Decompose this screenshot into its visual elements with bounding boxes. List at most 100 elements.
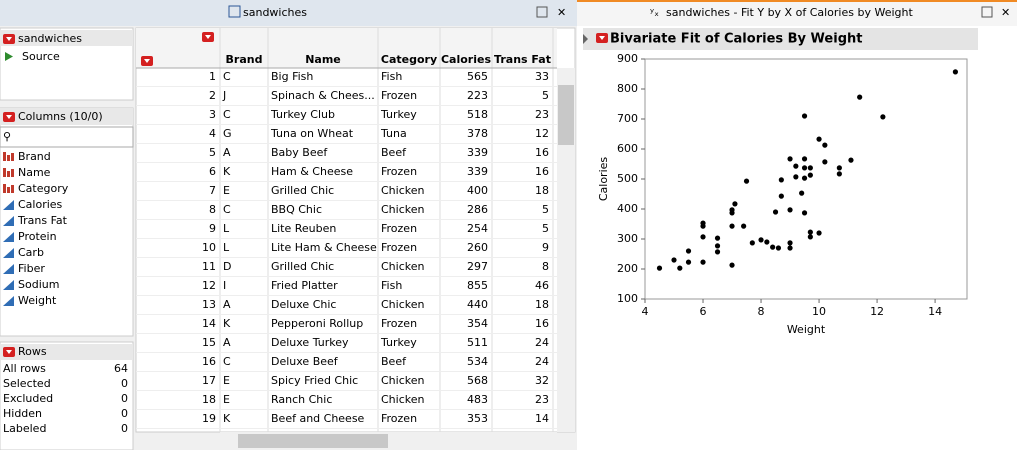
cell: Turkey [380, 108, 417, 121]
scroll-thumb[interactable] [238, 434, 388, 448]
column-name[interactable]: Carb [18, 246, 44, 259]
cell: 24 [535, 355, 549, 368]
cell: 354 [467, 317, 488, 330]
point [729, 262, 735, 268]
point [822, 159, 828, 165]
scroll-thumb[interactable] [558, 85, 574, 145]
cell: D [223, 260, 231, 273]
rows-title: Rows [18, 345, 47, 358]
panel-header [0, 108, 133, 125]
y-tick-label: 900 [617, 52, 638, 65]
point [787, 207, 793, 213]
column-header[interactable]: Name [305, 53, 341, 66]
row-number: 7 [209, 184, 216, 197]
table-name[interactable]: sandwiches [18, 32, 82, 45]
cell: Chicken [381, 184, 425, 197]
y-tick-label: 400 [617, 202, 638, 215]
column-name[interactable]: Protein [18, 230, 57, 243]
close-button[interactable]: ✕ [1001, 6, 1010, 19]
cell: 24 [535, 336, 549, 349]
cell: 16 [535, 165, 549, 178]
point [775, 245, 782, 251]
point [656, 265, 663, 271]
column-name[interactable]: Name [18, 166, 51, 179]
column-name[interactable]: Calories [18, 198, 63, 211]
cell: Beef [381, 146, 407, 159]
point [807, 172, 813, 178]
cell: Spinach & Chees... [271, 89, 375, 102]
menu-arrow [6, 350, 12, 354]
y-axis-label: Calories [597, 157, 610, 202]
point [793, 174, 799, 180]
menu-arrow [6, 115, 12, 119]
y-tick-label: 600 [617, 142, 638, 155]
nominal-icon [3, 168, 6, 177]
column-name[interactable]: Fiber [18, 262, 45, 275]
maximize-button[interactable] [536, 6, 548, 18]
disclosure-icon[interactable] [583, 34, 588, 44]
cell: 8 [542, 260, 549, 273]
cell: 260 [467, 241, 488, 254]
cell: 5 [542, 222, 549, 235]
close-button[interactable]: ✕ [557, 6, 566, 19]
cell: C [223, 70, 231, 83]
cell: L [223, 222, 230, 235]
source-script[interactable]: Source [22, 50, 60, 63]
window-title: sandwiches - Fit Y by X of Calories by W… [666, 6, 913, 19]
cell: 223 [467, 89, 488, 102]
point [952, 69, 958, 75]
cell: 5 [542, 203, 549, 216]
y-tick-label: 100 [617, 292, 638, 305]
cell: 855 [467, 279, 488, 292]
continuous-icon [3, 280, 14, 290]
maximize-button[interactable] [981, 6, 993, 18]
point [848, 157, 854, 163]
cell: C [223, 203, 231, 216]
column-name[interactable]: Category [18, 182, 69, 195]
cell: Frozen [381, 412, 417, 425]
point [778, 177, 784, 183]
y-tick-label: 700 [617, 112, 638, 125]
column-header[interactable]: Calories [441, 53, 491, 66]
cell: Baby Beef [271, 146, 328, 159]
vertical-scrollbar[interactable] [557, 68, 575, 432]
cell: 339 [467, 165, 488, 178]
cell: Fish [381, 70, 402, 83]
nominal-icon [7, 155, 10, 161]
column-search[interactable] [0, 126, 134, 148]
cell: Beef and Cheese [271, 412, 365, 425]
cell: 5 [542, 89, 549, 102]
column-name[interactable]: Sodium [18, 278, 59, 291]
continuous-icon [3, 216, 14, 226]
point [836, 171, 842, 177]
cell: Deluxe Turkey [271, 336, 349, 349]
x-tick-label: 14 [928, 305, 942, 318]
cell: Grilled Chic [271, 260, 334, 273]
column-name[interactable]: Trans Fat [17, 214, 68, 227]
cell: 18 [535, 184, 549, 197]
cell: K [223, 317, 231, 330]
table-icon [228, 5, 241, 18]
y-tick-label: 200 [617, 262, 638, 275]
point [685, 259, 692, 265]
column-name[interactable]: Brand [18, 150, 51, 163]
column-header[interactable]: Trans Fat [494, 53, 551, 66]
point [801, 175, 808, 181]
continuous-icon [3, 200, 14, 210]
point [685, 248, 692, 254]
nominal-icon [11, 153, 14, 161]
point [801, 156, 808, 162]
search-icon: ⚲ [3, 130, 11, 143]
continuous-icon [3, 264, 14, 274]
column-header[interactable]: Category [381, 53, 437, 66]
point [671, 257, 677, 263]
columns-title: Columns (10/0) [18, 110, 103, 123]
column-name[interactable]: Weight [18, 294, 57, 307]
row-state-count: 0 [121, 392, 128, 405]
cell: 440 [467, 298, 488, 311]
cell: E [223, 184, 230, 197]
cell: BBQ Chic [271, 203, 322, 216]
column-header[interactable]: Brand [226, 53, 263, 66]
point [700, 220, 706, 226]
